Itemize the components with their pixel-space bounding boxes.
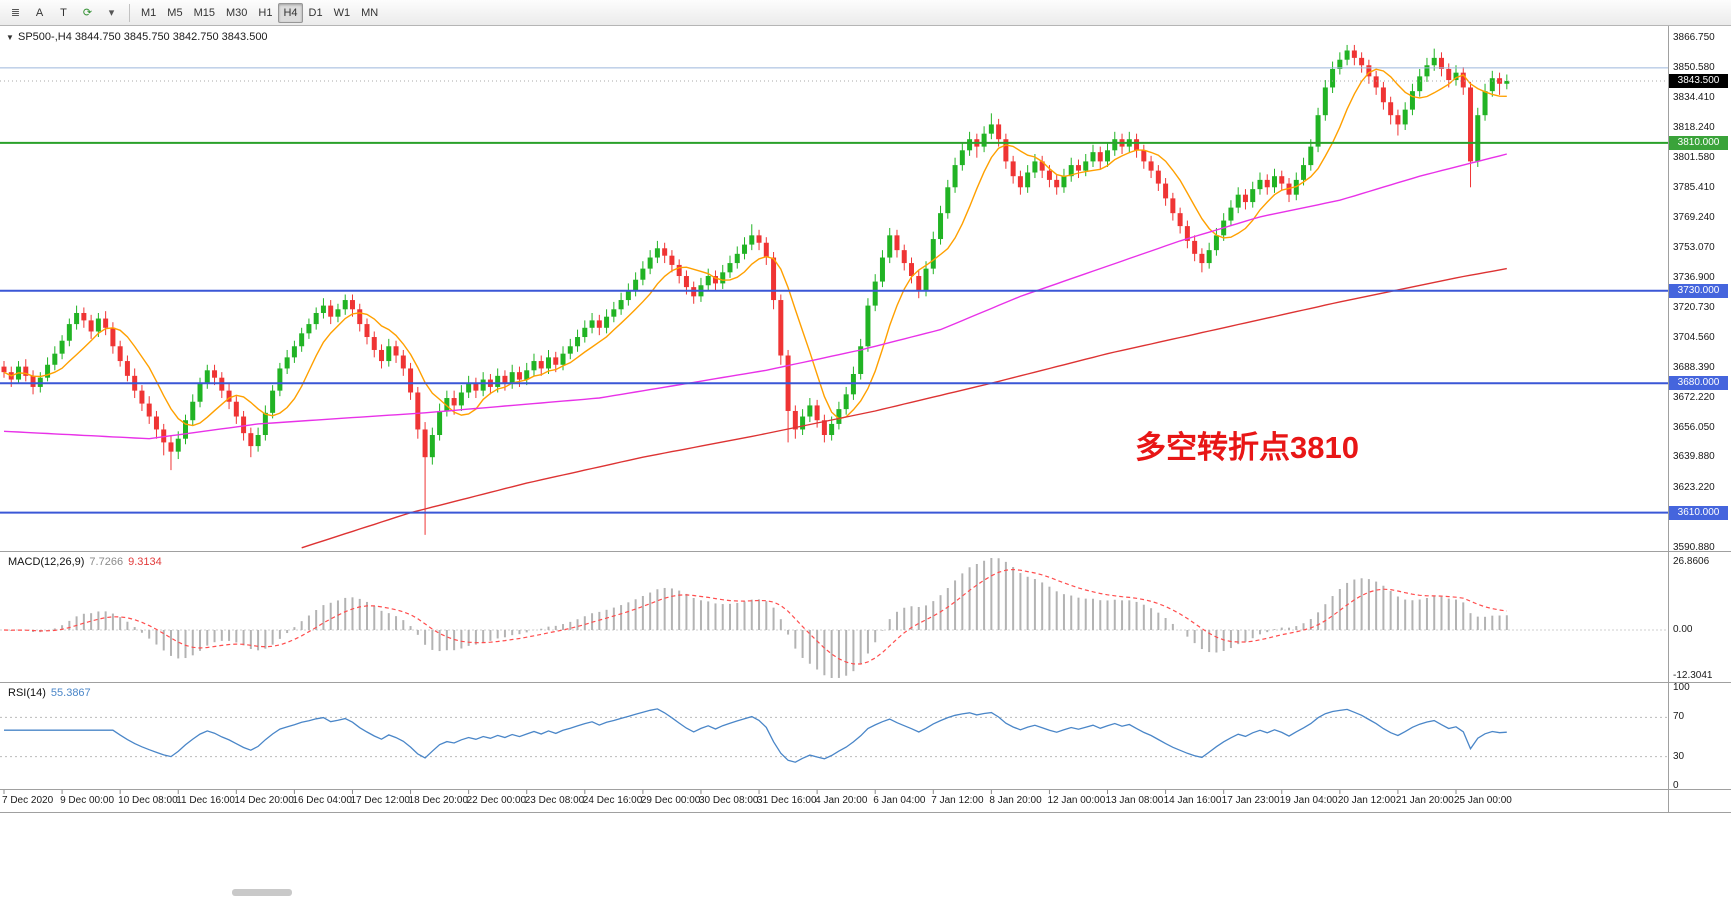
annotation-text: 多空转折点3810 xyxy=(1135,430,1359,465)
annotation-a-icon[interactable]: A xyxy=(35,6,44,19)
time-axis-label: 6 Jan 04:00 xyxy=(873,795,926,806)
price-axis-label: 3672.220 xyxy=(1673,391,1715,403)
time-axis-label: 7 Jan 12:00 xyxy=(931,795,984,806)
price-axis-label: 3590.880 xyxy=(1673,542,1715,553)
chart-title: SP500-,H4 3844.750 3845.750 3842.750 384… xyxy=(18,31,268,43)
price-axis-label: 3639.880 xyxy=(1673,451,1715,463)
time-axis-label: 7 Dec 2020 xyxy=(2,795,54,806)
price-axis-label: 3704.560 xyxy=(1673,331,1715,343)
timeframe-button-h1[interactable]: H1 xyxy=(258,6,273,19)
time-axis-label: 10 Dec 08:00 xyxy=(118,795,178,806)
level-badge-3730.000: 3730.000 xyxy=(1669,283,1728,298)
timeframe-button-w1[interactable]: W1 xyxy=(333,6,351,19)
timeframe-button-h4[interactable]: H4 xyxy=(278,2,303,23)
timeframe-button-m5[interactable]: M5 xyxy=(167,6,183,19)
time-axis-label: 17 Jan 23:00 xyxy=(1221,795,1280,806)
rsi-axis-label: 0 xyxy=(1673,780,1679,791)
time-axis-label: 19 Jan 04:00 xyxy=(1279,795,1338,806)
scrollbar-thumb[interactable] xyxy=(232,889,292,896)
macd-name: MACD(12,26,9) xyxy=(8,556,85,568)
timeframe-button-m1[interactable]: M1 xyxy=(141,6,157,19)
time-axis-label: 8 Jan 20:00 xyxy=(989,795,1042,806)
time-axis-label: 12 Jan 00:00 xyxy=(1047,795,1106,806)
time-axis-label: 30 Dec 08:00 xyxy=(698,795,759,806)
rsi-axis-label: 100 xyxy=(1673,682,1690,693)
rsi-axis-label: 30 xyxy=(1673,750,1685,762)
price-axis-label: 3850.580 xyxy=(1673,61,1715,73)
cycle-arrows-icon[interactable]: ⟳ xyxy=(82,7,93,19)
timeframe-button-m30[interactable]: M30 xyxy=(225,6,248,19)
toolbar-separator xyxy=(129,3,130,22)
price-axis-label: 3753.070 xyxy=(1673,242,1715,254)
macd-signal-value: 9.3134 xyxy=(128,556,162,568)
price-axis-label: 3801.580 xyxy=(1673,152,1715,164)
price-axis-label: 3834.410 xyxy=(1673,91,1715,103)
time-axis-label: 14 Jan 16:00 xyxy=(1163,795,1222,806)
price-axis-label: 3866.750 xyxy=(1673,32,1715,43)
timeframe-button-d1[interactable]: D1 xyxy=(308,6,323,19)
rsi-axis-label: 70 xyxy=(1673,711,1685,723)
time-axis-label: 22 Dec 00:00 xyxy=(466,795,527,806)
current-price-badge: 3843.500 xyxy=(1669,73,1728,88)
macd-main-value: 7.7266 xyxy=(89,556,124,568)
price-axis-label: 3736.900 xyxy=(1673,272,1715,284)
time-axis-label: 23 Dec 08:00 xyxy=(524,795,585,806)
price-axis-label: 3785.410 xyxy=(1673,182,1715,194)
price-axis-label: 3688.390 xyxy=(1673,361,1715,373)
rsi-name: RSI(14) xyxy=(8,687,46,699)
macd-axis-label: 26.8606 xyxy=(1673,556,1710,567)
time-axis-label: 31 Dec 16:00 xyxy=(757,795,817,806)
symbol-dropdown-icon[interactable]: ▼ xyxy=(6,33,14,42)
macd-label: MACD(12,26,9) 7.7266 9.3134 xyxy=(8,556,167,568)
price-axis-label: 3818.240 xyxy=(1673,121,1715,133)
top-toolbar: ≣ A T ⟳ ▾ M1 M5 M15 M30 H1 H4 D1 W1 MN xyxy=(0,0,1731,26)
time-axis-label: 11 Dec 16:00 xyxy=(176,795,235,806)
time-axis-label: 29 Dec 00:00 xyxy=(640,795,701,806)
price-axis-label: 3623.220 xyxy=(1673,482,1715,494)
price-axis-label: 3769.240 xyxy=(1673,212,1715,224)
time-axis-label: 9 Dec 00:00 xyxy=(60,795,115,806)
timeframe-button-group: M1 M5 M15 M30 H1 H4 D1 W1 MN xyxy=(136,2,383,23)
macd-axis-label: -12.3041 xyxy=(1673,670,1713,681)
toolbar-left-group: ≣ A T ⟳ ▾ xyxy=(4,3,123,23)
caret-down-icon[interactable]: ▾ xyxy=(108,7,115,19)
time-axis-label: 24 Dec 16:00 xyxy=(582,795,643,806)
time-axis-label: 18 Dec 20:00 xyxy=(408,795,469,806)
time-axis-label: 16 Dec 04:00 xyxy=(292,795,352,806)
macd-axis-label: 0.00 xyxy=(1673,623,1693,635)
rsi-label: RSI(14) 55.3867 xyxy=(8,687,96,699)
level-badge-3610.000: 3610.000 xyxy=(1669,505,1728,520)
level-badge-3680.000: 3680.000 xyxy=(1669,376,1728,391)
time-axis-label: 4 Jan 20:00 xyxy=(815,795,868,806)
price-axis-label: 3720.730 xyxy=(1673,301,1715,313)
timeframe-button-m15[interactable]: M15 xyxy=(193,6,215,19)
time-axis-label: 25 Jan 00:00 xyxy=(1454,795,1512,806)
time-axis-label: 20 Jan 12:00 xyxy=(1337,795,1396,806)
text-label-icon[interactable]: T xyxy=(60,6,67,19)
time-axis-label: 21 Jan 20:00 xyxy=(1395,795,1454,806)
menu-icon[interactable]: ≣ xyxy=(10,7,21,19)
timeframe-button-mn[interactable]: MN xyxy=(361,6,379,19)
level-badge-3810.000: 3810.000 xyxy=(1669,135,1728,150)
rsi-value: 55.3867 xyxy=(50,687,91,699)
price-axis-label: 3656.050 xyxy=(1673,421,1715,433)
time-axis-label: 13 Jan 08:00 xyxy=(1105,795,1164,806)
time-axis-label: 17 Dec 12:00 xyxy=(350,795,410,806)
time-axis-label: 14 Dec 20:00 xyxy=(234,795,294,806)
